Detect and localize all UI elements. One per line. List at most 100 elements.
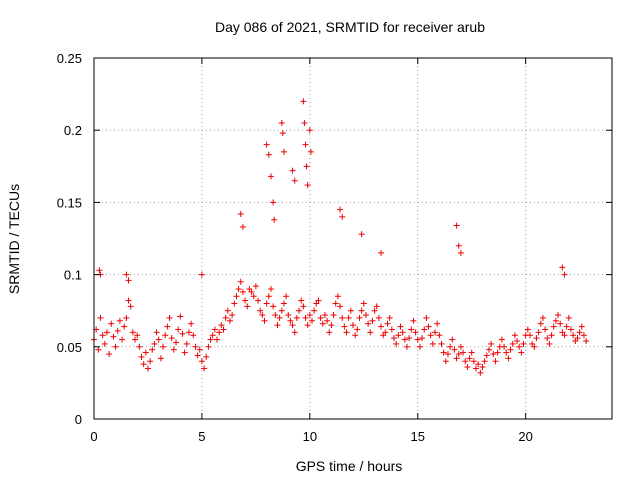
data-point <box>358 231 365 238</box>
data-point <box>436 332 443 339</box>
x-tick-label: 0 <box>90 429 97 444</box>
data-point <box>155 336 162 343</box>
data-point <box>149 346 156 353</box>
data-point <box>185 329 192 336</box>
data-point <box>444 351 451 358</box>
data-point <box>455 351 462 358</box>
data-point <box>108 320 115 327</box>
data-point <box>121 323 128 330</box>
data-point <box>399 329 406 336</box>
data-point <box>460 349 467 356</box>
axis-ticks <box>93 57 612 420</box>
data-point <box>183 340 190 347</box>
x-tick-label: 5 <box>198 429 205 444</box>
data-point <box>330 312 337 319</box>
data-point <box>511 332 518 339</box>
data-point <box>432 329 439 336</box>
data-point <box>175 326 182 333</box>
data-point <box>289 322 296 329</box>
data-point <box>287 317 294 324</box>
data-point <box>483 352 490 359</box>
data-point <box>449 336 456 343</box>
data-point <box>574 335 581 342</box>
x-tick-labels: 0 5 10 15 20 <box>90 429 533 444</box>
data-point <box>162 332 169 339</box>
data-point <box>578 323 585 330</box>
data-point <box>271 216 278 223</box>
data-point <box>507 346 514 353</box>
data-point <box>283 293 290 300</box>
data-point <box>188 320 195 327</box>
data-point <box>97 314 104 321</box>
data-point <box>239 288 246 295</box>
data-point <box>123 271 130 278</box>
data-point <box>125 297 132 304</box>
data-point <box>110 333 117 340</box>
data-point <box>382 329 389 336</box>
data-point <box>207 336 214 343</box>
data-point <box>244 303 251 310</box>
data-point <box>164 323 171 330</box>
data-point <box>267 286 274 293</box>
data-point <box>237 278 244 285</box>
data-point <box>559 264 566 271</box>
data-point <box>509 340 516 347</box>
data-point <box>462 358 469 365</box>
data-point <box>518 349 525 356</box>
data-point <box>315 297 322 304</box>
data-point <box>306 312 313 319</box>
data-point <box>412 329 419 336</box>
data-point <box>237 210 244 217</box>
data-point <box>216 329 223 336</box>
data-point <box>229 312 236 319</box>
data-point <box>196 346 203 353</box>
data-point <box>352 332 359 339</box>
data-point <box>503 349 510 356</box>
data-point <box>393 340 400 347</box>
data-point <box>535 329 542 336</box>
data-point <box>384 320 391 327</box>
data-point <box>520 340 527 347</box>
data-point <box>112 343 119 350</box>
data-point <box>403 343 410 350</box>
data-point <box>298 297 305 304</box>
data-point <box>429 340 436 347</box>
data-point <box>533 335 540 342</box>
data-point <box>501 343 508 350</box>
data-point <box>248 288 255 295</box>
data-point <box>498 336 505 343</box>
data-point <box>421 326 428 333</box>
data-point <box>106 351 113 358</box>
data-point <box>345 314 352 321</box>
data-point <box>302 141 309 148</box>
data-point <box>278 119 285 126</box>
data-point <box>220 326 227 333</box>
data-point <box>263 141 270 148</box>
data-point <box>337 303 344 310</box>
data-point <box>440 349 447 356</box>
data-point <box>300 303 307 310</box>
data-point <box>205 343 212 350</box>
data-point <box>542 326 549 333</box>
data-point <box>270 199 277 206</box>
data-point <box>280 300 287 307</box>
data-point <box>546 340 553 347</box>
data-point <box>401 336 408 343</box>
x-tick-label: 10 <box>303 429 317 444</box>
data-point <box>488 340 495 347</box>
data-point <box>151 340 158 347</box>
data-point <box>347 307 354 314</box>
data-point <box>457 343 464 350</box>
data-point <box>481 358 488 365</box>
data-point <box>464 364 471 371</box>
data-point <box>466 355 473 362</box>
data-point <box>386 314 393 321</box>
data-point <box>304 182 311 189</box>
data-point <box>375 314 382 321</box>
data-point <box>265 151 272 158</box>
y-tick-label: 0.2 <box>64 123 82 138</box>
data-point <box>341 323 348 330</box>
data-point <box>198 358 205 365</box>
data-point <box>168 335 175 342</box>
data-point <box>142 349 149 356</box>
